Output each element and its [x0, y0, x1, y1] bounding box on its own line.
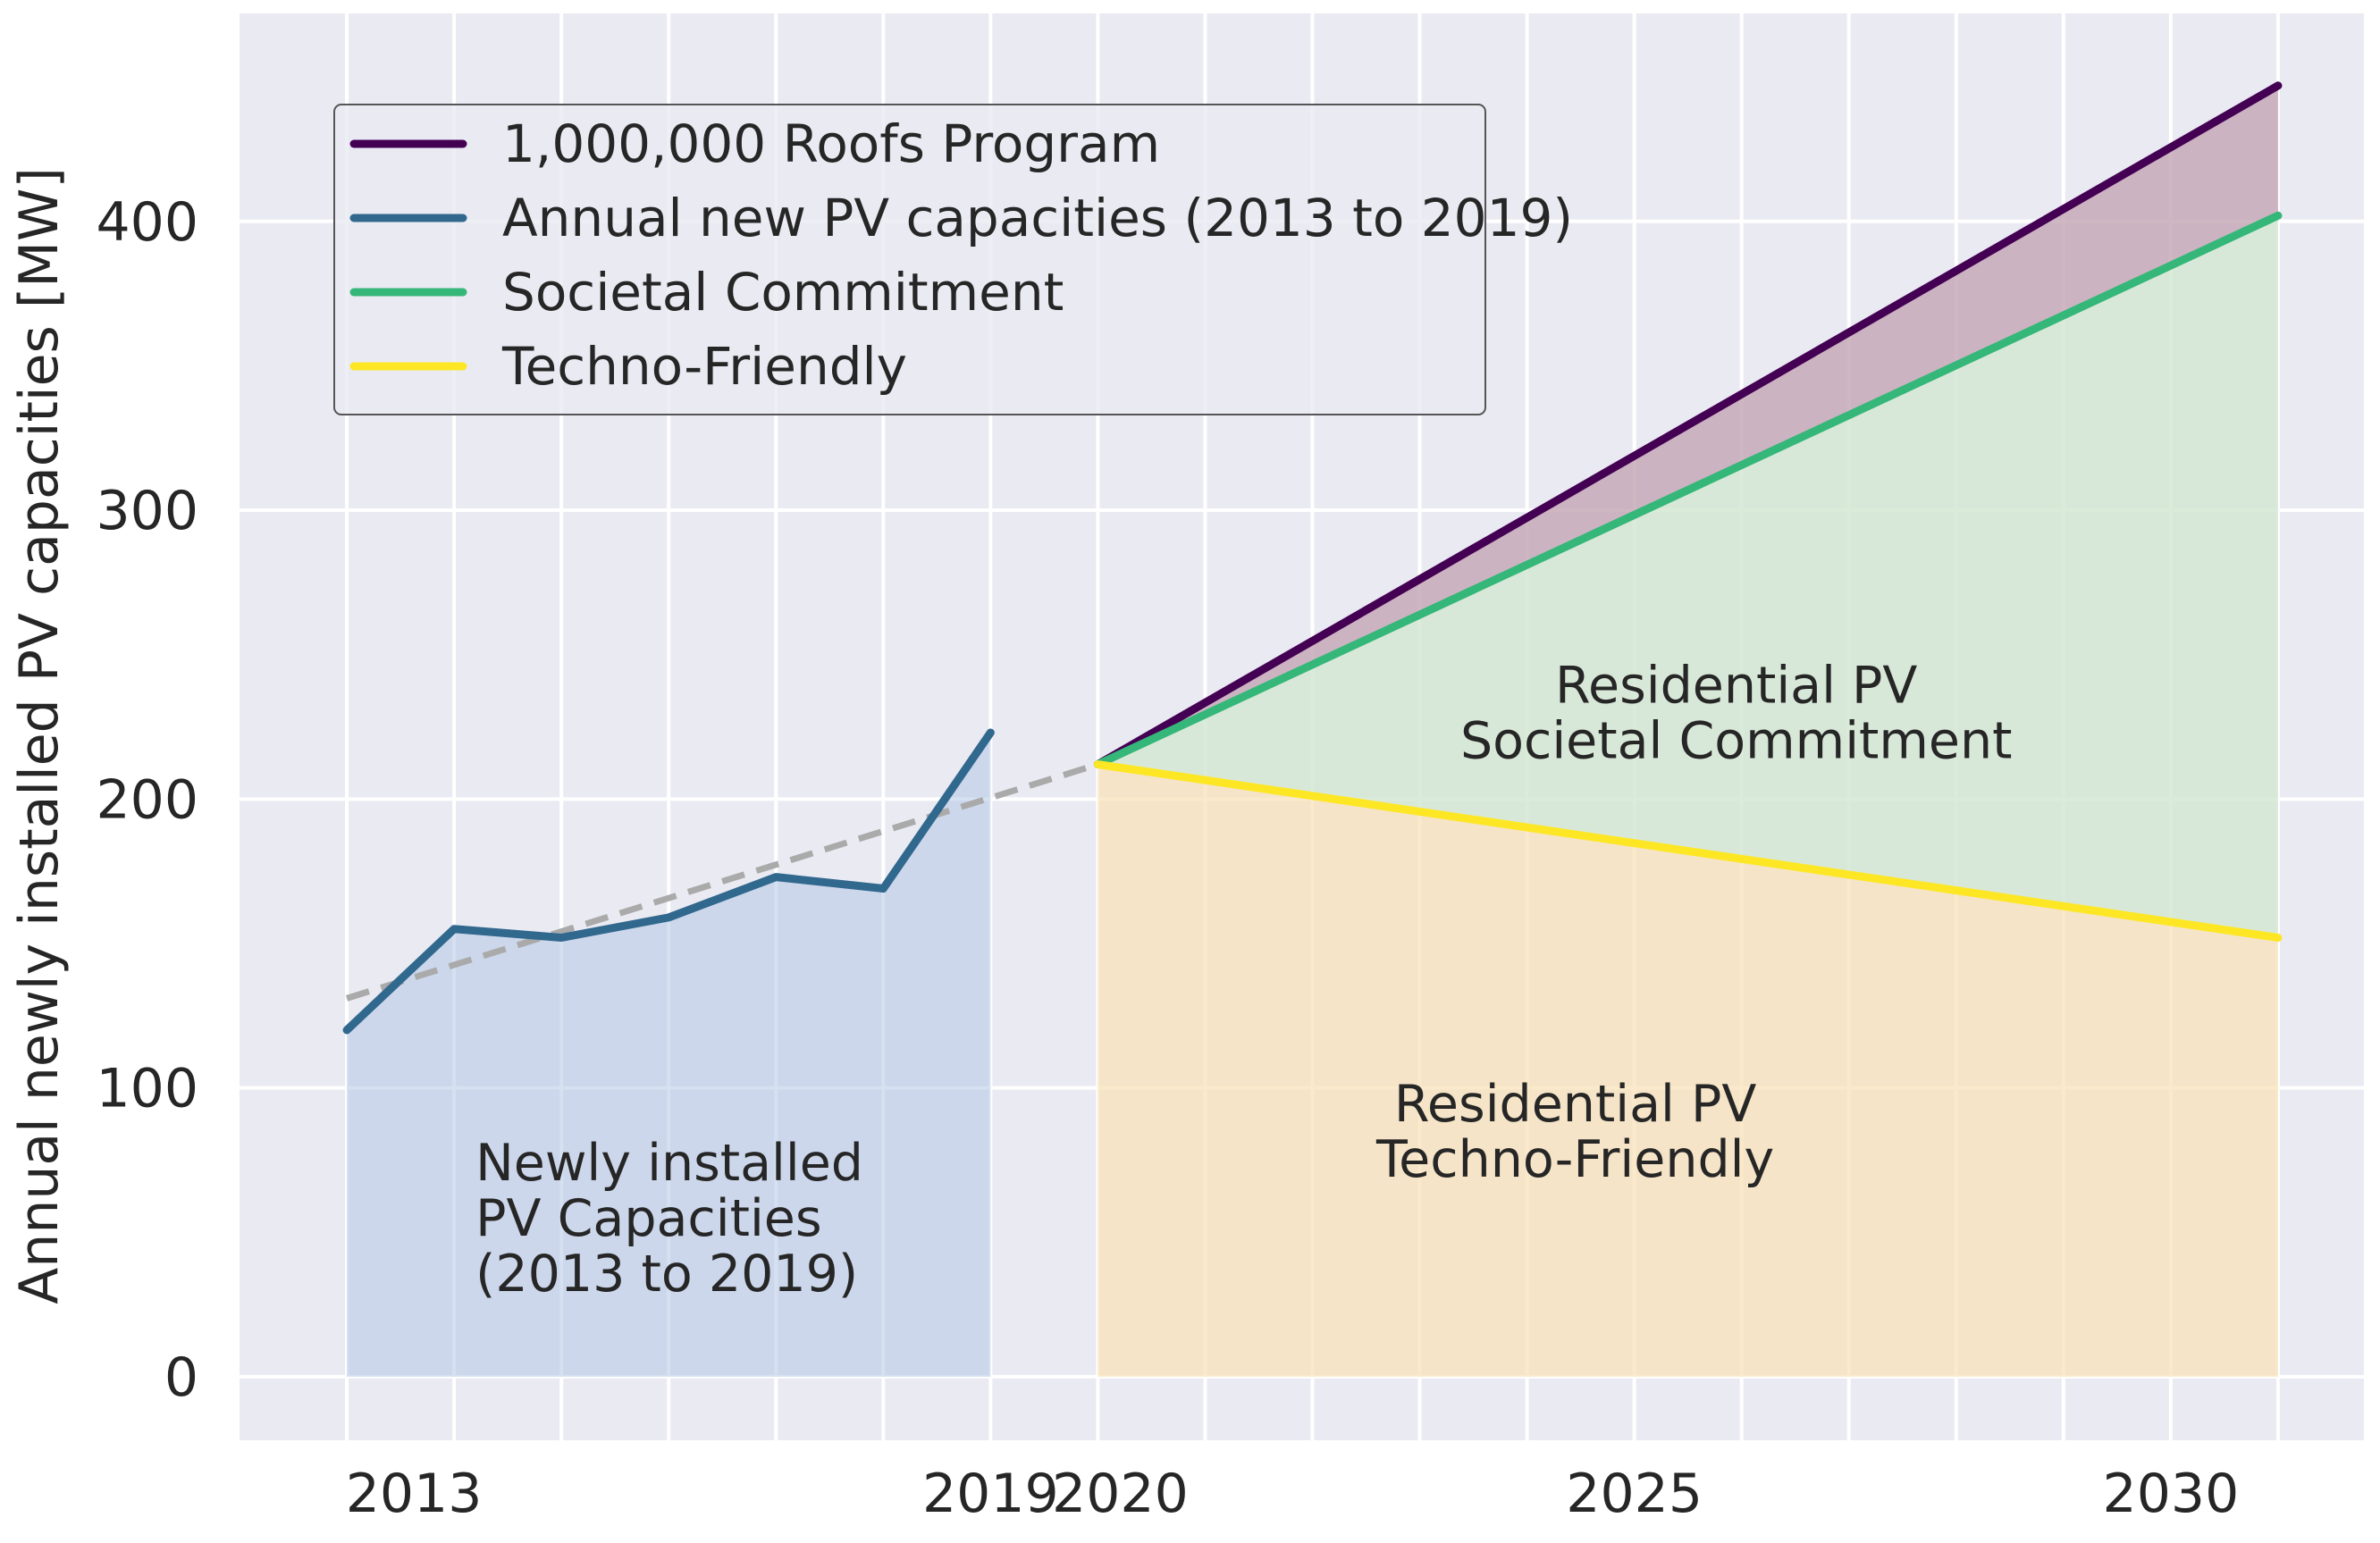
societal-commitment-fill — [1097, 215, 2278, 938]
x-tick-label: 2019 — [922, 1463, 1059, 1525]
annotation-techno-friendly: Residential PV Techno-Friendly — [1375, 1075, 1774, 1189]
annotation-societal: Residential PV Societal Commitment — [1460, 656, 2013, 770]
annotation-societal-line: Societal Commitment — [1460, 711, 2013, 770]
legend-label: Annual new PV capacities (2013 to 2019) — [502, 188, 1573, 248]
x-tick-label: 2030 — [2103, 1463, 2240, 1525]
annotation-techno-friendly-line: Residential PV — [1394, 1075, 1756, 1134]
legend-label: 1,000,000 Roofs Program — [502, 113, 1160, 174]
x-tick-label: 2025 — [1566, 1463, 1703, 1525]
legend: 1,000,000 Roofs Program Annual new PV cap… — [333, 104, 1573, 415]
historical-fill — [347, 732, 991, 1377]
annotation-historical-line: (2013 to 2019) — [475, 1245, 858, 1304]
x-tick-label: 2020 — [1052, 1463, 1189, 1525]
legend-label: Techno-Friendly — [501, 336, 907, 397]
y-tick-label: 200 — [96, 768, 198, 831]
annotation-techno-friendly-line: Techno-Friendly — [1375, 1130, 1774, 1189]
annotation-historical-line: PV Capacities — [475, 1189, 821, 1248]
y-axis-title: Annual newly installed PV capacities [MW… — [8, 167, 71, 1304]
x-tick-label: 2013 — [346, 1463, 483, 1525]
techno-friendly-fill — [1097, 764, 2278, 1377]
y-axis-ticks: 0 100 200 300 400 — [96, 191, 198, 1409]
techno-friendly-line — [1093, 760, 2283, 942]
annotation-societal-line: Residential PV — [1555, 656, 1917, 715]
annotation-historical-line: Newly installed — [475, 1134, 863, 1193]
annotation-historical: Newly installed PV Capacities (2013 to 201… — [475, 1134, 863, 1304]
y-tick-label: 100 — [96, 1058, 198, 1120]
annotations: Newly installed PV Capacities (2013 to 201… — [475, 656, 2012, 1304]
legend-box — [333, 104, 1486, 415]
y-tick-label: 400 — [96, 191, 198, 254]
y-tick-label: 300 — [96, 480, 198, 542]
series-lines — [342, 81, 2283, 1035]
trend-line-dashed — [346, 761, 1099, 1002]
y-tick-label: 0 — [164, 1346, 198, 1409]
societal-commitment-line — [1093, 211, 2283, 769]
historical-capacity-line — [342, 728, 995, 1035]
legend-label: Societal Commitment — [502, 262, 1064, 323]
roofs-program-line — [1093, 81, 2283, 769]
